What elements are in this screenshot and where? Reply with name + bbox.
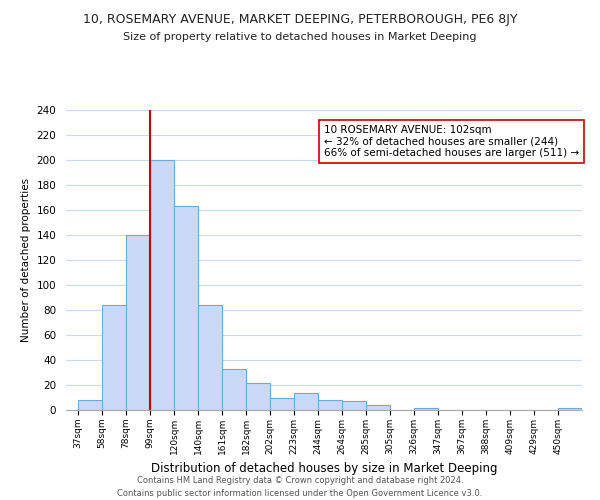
Bar	[558, 408, 582, 410]
Bar	[414, 408, 438, 410]
Bar	[198, 305, 222, 410]
Bar	[294, 392, 318, 410]
X-axis label: Distribution of detached houses by size in Market Deeping: Distribution of detached houses by size …	[151, 462, 497, 475]
Bar	[342, 401, 366, 410]
Bar	[102, 305, 126, 410]
Text: 10 ROSEMARY AVENUE: 102sqm
← 32% of detached houses are smaller (244)
66% of sem: 10 ROSEMARY AVENUE: 102sqm ← 32% of deta…	[324, 125, 579, 158]
Text: Size of property relative to detached houses in Market Deeping: Size of property relative to detached ho…	[123, 32, 477, 42]
Bar	[150, 160, 174, 410]
Bar	[78, 400, 102, 410]
Bar	[270, 398, 294, 410]
Bar	[222, 369, 246, 410]
Text: 10, ROSEMARY AVENUE, MARKET DEEPING, PETERBOROUGH, PE6 8JY: 10, ROSEMARY AVENUE, MARKET DEEPING, PET…	[83, 12, 517, 26]
Bar	[366, 405, 390, 410]
Text: Contains HM Land Registry data © Crown copyright and database right 2024.
Contai: Contains HM Land Registry data © Crown c…	[118, 476, 482, 498]
Bar	[318, 400, 342, 410]
Bar	[126, 235, 150, 410]
Bar	[246, 382, 270, 410]
Y-axis label: Number of detached properties: Number of detached properties	[21, 178, 31, 342]
Bar	[174, 206, 198, 410]
